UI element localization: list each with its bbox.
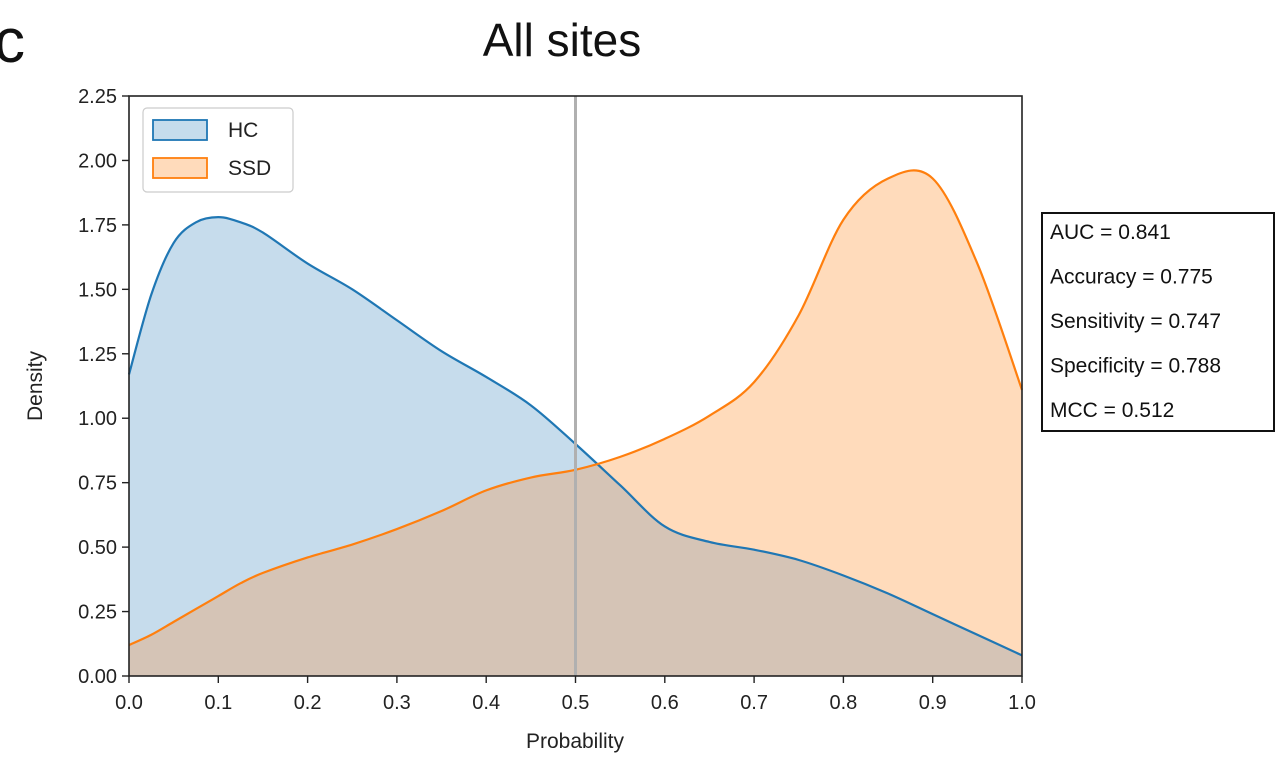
- metric-line: MCC = 0.512: [1050, 399, 1174, 422]
- x-tick-label: 0.8: [829, 692, 857, 714]
- y-tick-label: 1.25: [78, 344, 117, 366]
- y-tick-label: 2.00: [78, 150, 117, 172]
- legend: HC SSD: [142, 107, 294, 193]
- metric-line: Specificity = 0.788: [1050, 355, 1221, 378]
- metric-line: AUC = 0.841: [1050, 221, 1171, 244]
- y-tick-label: 0.50: [78, 537, 117, 559]
- y-axis: 0.00 0.25 0.50 0.75 1.00 1.25 1.50 1.75 2.00 2.25: [78, 86, 129, 688]
- legend-swatch-ssd: [152, 157, 208, 179]
- x-tick-label: 0.3: [383, 692, 411, 714]
- y-tick-label: 1.00: [78, 408, 117, 430]
- y-tick-label: 1.50: [78, 279, 117, 301]
- line-ssd: [128, 169, 1024, 647]
- x-tick-label: 0.6: [651, 692, 679, 714]
- y-tick-label: 0.75: [78, 473, 117, 495]
- x-tick-label: 0.7: [740, 692, 768, 714]
- x-tick-label: 0.5: [562, 692, 590, 714]
- x-axis-label: Probability: [526, 730, 625, 753]
- x-tick-label: 0.0: [115, 692, 143, 714]
- y-tick-label: 0.00: [78, 666, 117, 688]
- y-tick-label: 2.25: [78, 86, 117, 108]
- metrics-box: AUC = 0.841 Accuracy = 0.775 Sensitivity =…: [1041, 212, 1275, 432]
- legend-swatch-hc: [152, 119, 208, 141]
- x-tick-label: 1.0: [1008, 692, 1036, 714]
- metric-line: Sensitivity = 0.747: [1050, 310, 1221, 333]
- y-tick-label: 0.25: [78, 602, 117, 624]
- x-axis: 0.0 0.1 0.2 0.3 0.4 0.5 0.6 0.7 0.8 0.9 1.0: [115, 676, 1036, 714]
- panel-letter: c: [0, 7, 25, 76]
- line-hc: [127, 216, 1023, 657]
- x-tick-label: 0.1: [204, 692, 232, 714]
- x-tick-label: 0.2: [294, 692, 322, 714]
- chart-title: All sites: [483, 14, 641, 66]
- y-axis-label: Density: [24, 350, 47, 421]
- x-tick-label: 0.4: [472, 692, 500, 714]
- legend-label-hc: HC: [228, 119, 258, 142]
- x-tick-label: 0.9: [919, 692, 947, 714]
- legend-label-ssd: SSD: [228, 157, 271, 180]
- y-tick-label: 1.75: [78, 215, 117, 237]
- metrics-frame: [1041, 212, 1275, 432]
- metric-line: Accuracy = 0.775: [1050, 266, 1213, 289]
- density-lines: [127, 169, 1024, 657]
